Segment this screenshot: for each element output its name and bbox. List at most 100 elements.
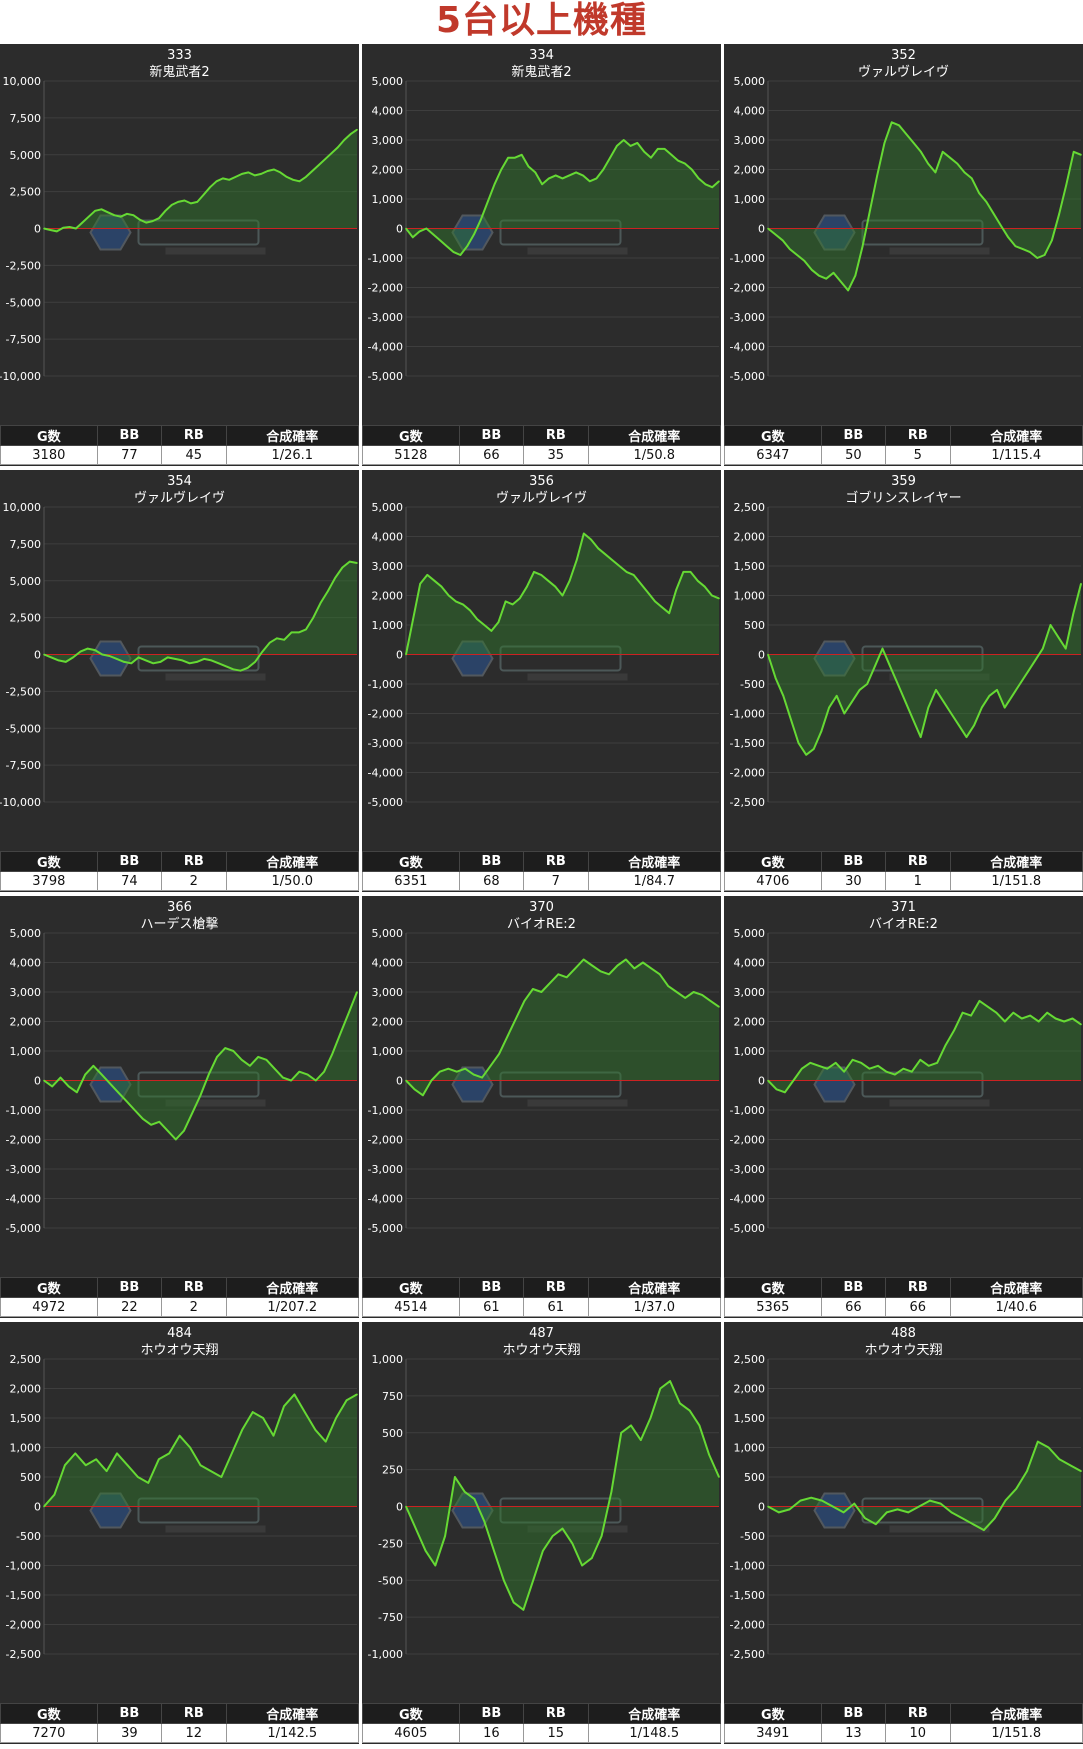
data-point — [268, 641, 271, 644]
y-tick-label: -4,000 — [368, 341, 403, 354]
data-point — [978, 192, 980, 194]
y-tick-label: -750 — [378, 1611, 403, 1624]
data-point — [1063, 1020, 1065, 1023]
data-point — [507, 156, 509, 159]
y-tick-label: 5,000 — [372, 75, 404, 88]
data-point — [796, 254, 798, 256]
data-point — [92, 1065, 95, 1067]
data-point — [912, 142, 915, 144]
data-point — [591, 964, 593, 967]
data-point — [978, 1000, 981, 1002]
data-point — [689, 571, 692, 573]
stats-header-cell: BB — [96, 1277, 163, 1298]
data-point — [718, 597, 720, 600]
data-point — [199, 1464, 202, 1466]
data-point — [142, 1118, 144, 1120]
data-point — [993, 1517, 996, 1520]
data-point — [476, 618, 478, 620]
data-point — [94, 649, 96, 651]
data-point — [912, 718, 914, 721]
data-point — [424, 1550, 427, 1552]
y-tick-label: 0 — [396, 223, 403, 236]
data-point — [43, 1079, 45, 1082]
stats-header-row: G数 BB RB 合成確率 — [724, 1277, 1083, 1298]
machine-number: 370 — [529, 900, 554, 915]
data-point — [132, 214, 135, 216]
data-point — [775, 1088, 778, 1091]
machine-number: 352 — [891, 48, 916, 63]
data-point — [94, 210, 96, 212]
data-point — [183, 199, 186, 202]
data-point — [117, 1091, 119, 1094]
data-point — [147, 1482, 150, 1484]
y-tick-label: 1,500 — [10, 1412, 42, 1425]
stats-header-cell: BB — [96, 1703, 163, 1724]
data-point — [345, 1399, 348, 1402]
stats-header-cell: BB — [820, 1703, 887, 1724]
y-tick-label: -500 — [378, 1574, 403, 1587]
data-point — [818, 274, 820, 277]
data-point — [56, 230, 58, 233]
stats-header-cell: BB — [96, 851, 163, 872]
data-point — [876, 174, 878, 177]
y-tick-label: -2,000 — [730, 1134, 765, 1147]
data-point — [260, 173, 263, 175]
watermark-logo — [89, 214, 266, 255]
data-point — [174, 658, 176, 660]
data-point — [1058, 1458, 1061, 1461]
stats-header-row: G数 BB RB 合成確率 — [0, 1703, 360, 1724]
chart-header: 488 ホウオウ天翔 — [724, 1325, 1083, 1359]
series-area — [406, 1381, 719, 1610]
y-tick-label: 2,500 — [10, 612, 42, 625]
line-chart: 10,000 7,500 5,000 2,500 0 -2,500 -5,000 -7,500… — [0, 501, 358, 809]
stats-value-row: 3798 74 2 1/50.0 — [0, 871, 360, 891]
stat-bb: 22 — [96, 1297, 163, 1317]
stat-bb: 13 — [820, 1723, 887, 1743]
data-point — [869, 210, 871, 212]
data-point — [276, 637, 278, 640]
data-point — [257, 1056, 260, 1058]
stat-bb: 77 — [96, 445, 163, 465]
data-point — [210, 659, 213, 662]
stats-header-cell: BB — [458, 425, 525, 446]
stats-value-row: 5128 66 35 1/50.8 — [362, 445, 722, 465]
data-point — [224, 1047, 226, 1049]
data-point — [348, 1011, 350, 1014]
chart-header: 366 ハーデス槍撃 — [0, 899, 359, 933]
y-tick-label: -2,000 — [6, 1134, 41, 1147]
stats-header-cell: RB — [523, 425, 589, 446]
data-point — [542, 1550, 544, 1552]
data-point — [904, 700, 907, 703]
data-point — [616, 145, 618, 147]
data-point — [540, 991, 543, 993]
data-point — [430, 1079, 433, 1082]
y-tick-label: 0 — [758, 1501, 765, 1514]
line-chart: 5,000 4,000 3,000 2,000 1,000 0 -1,000 -2,000 -3… — [368, 75, 720, 383]
data-point — [497, 621, 500, 623]
stats-header-cell: 合成確率 — [587, 425, 722, 446]
stats-header-cell: RB — [523, 1277, 589, 1298]
series-line — [43, 991, 358, 1141]
data-point — [139, 218, 141, 221]
stats-header-cell: RB — [161, 425, 227, 446]
y-tick-label: -2,000 — [730, 282, 765, 295]
y-tick-label: -5,000 — [368, 370, 403, 383]
data-point — [936, 1062, 938, 1064]
data-point — [166, 1129, 169, 1132]
series-area — [768, 122, 1081, 291]
data-point — [1071, 1017, 1074, 1020]
data-point — [304, 1411, 306, 1413]
data-point — [254, 174, 256, 177]
data-point — [43, 653, 45, 656]
data-point — [343, 139, 346, 141]
data-point — [1026, 671, 1029, 673]
y-tick-label: -2,000 — [368, 708, 403, 721]
data-point — [503, 1579, 505, 1582]
stat-rate: 1/207.2 — [225, 1297, 360, 1317]
data-point — [864, 1517, 866, 1520]
data-point — [622, 139, 625, 141]
data-point — [100, 1073, 103, 1076]
chart-panel: 359 ゴブリンスレイヤー 2,500 2,000 1,500 1,000 500 0 -500… — [724, 470, 1083, 892]
y-tick-label: -2,000 — [6, 1619, 41, 1632]
data-point — [459, 254, 462, 256]
